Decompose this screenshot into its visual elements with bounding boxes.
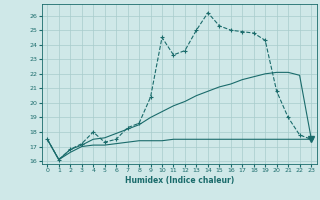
X-axis label: Humidex (Indice chaleur): Humidex (Indice chaleur) (124, 176, 234, 185)
